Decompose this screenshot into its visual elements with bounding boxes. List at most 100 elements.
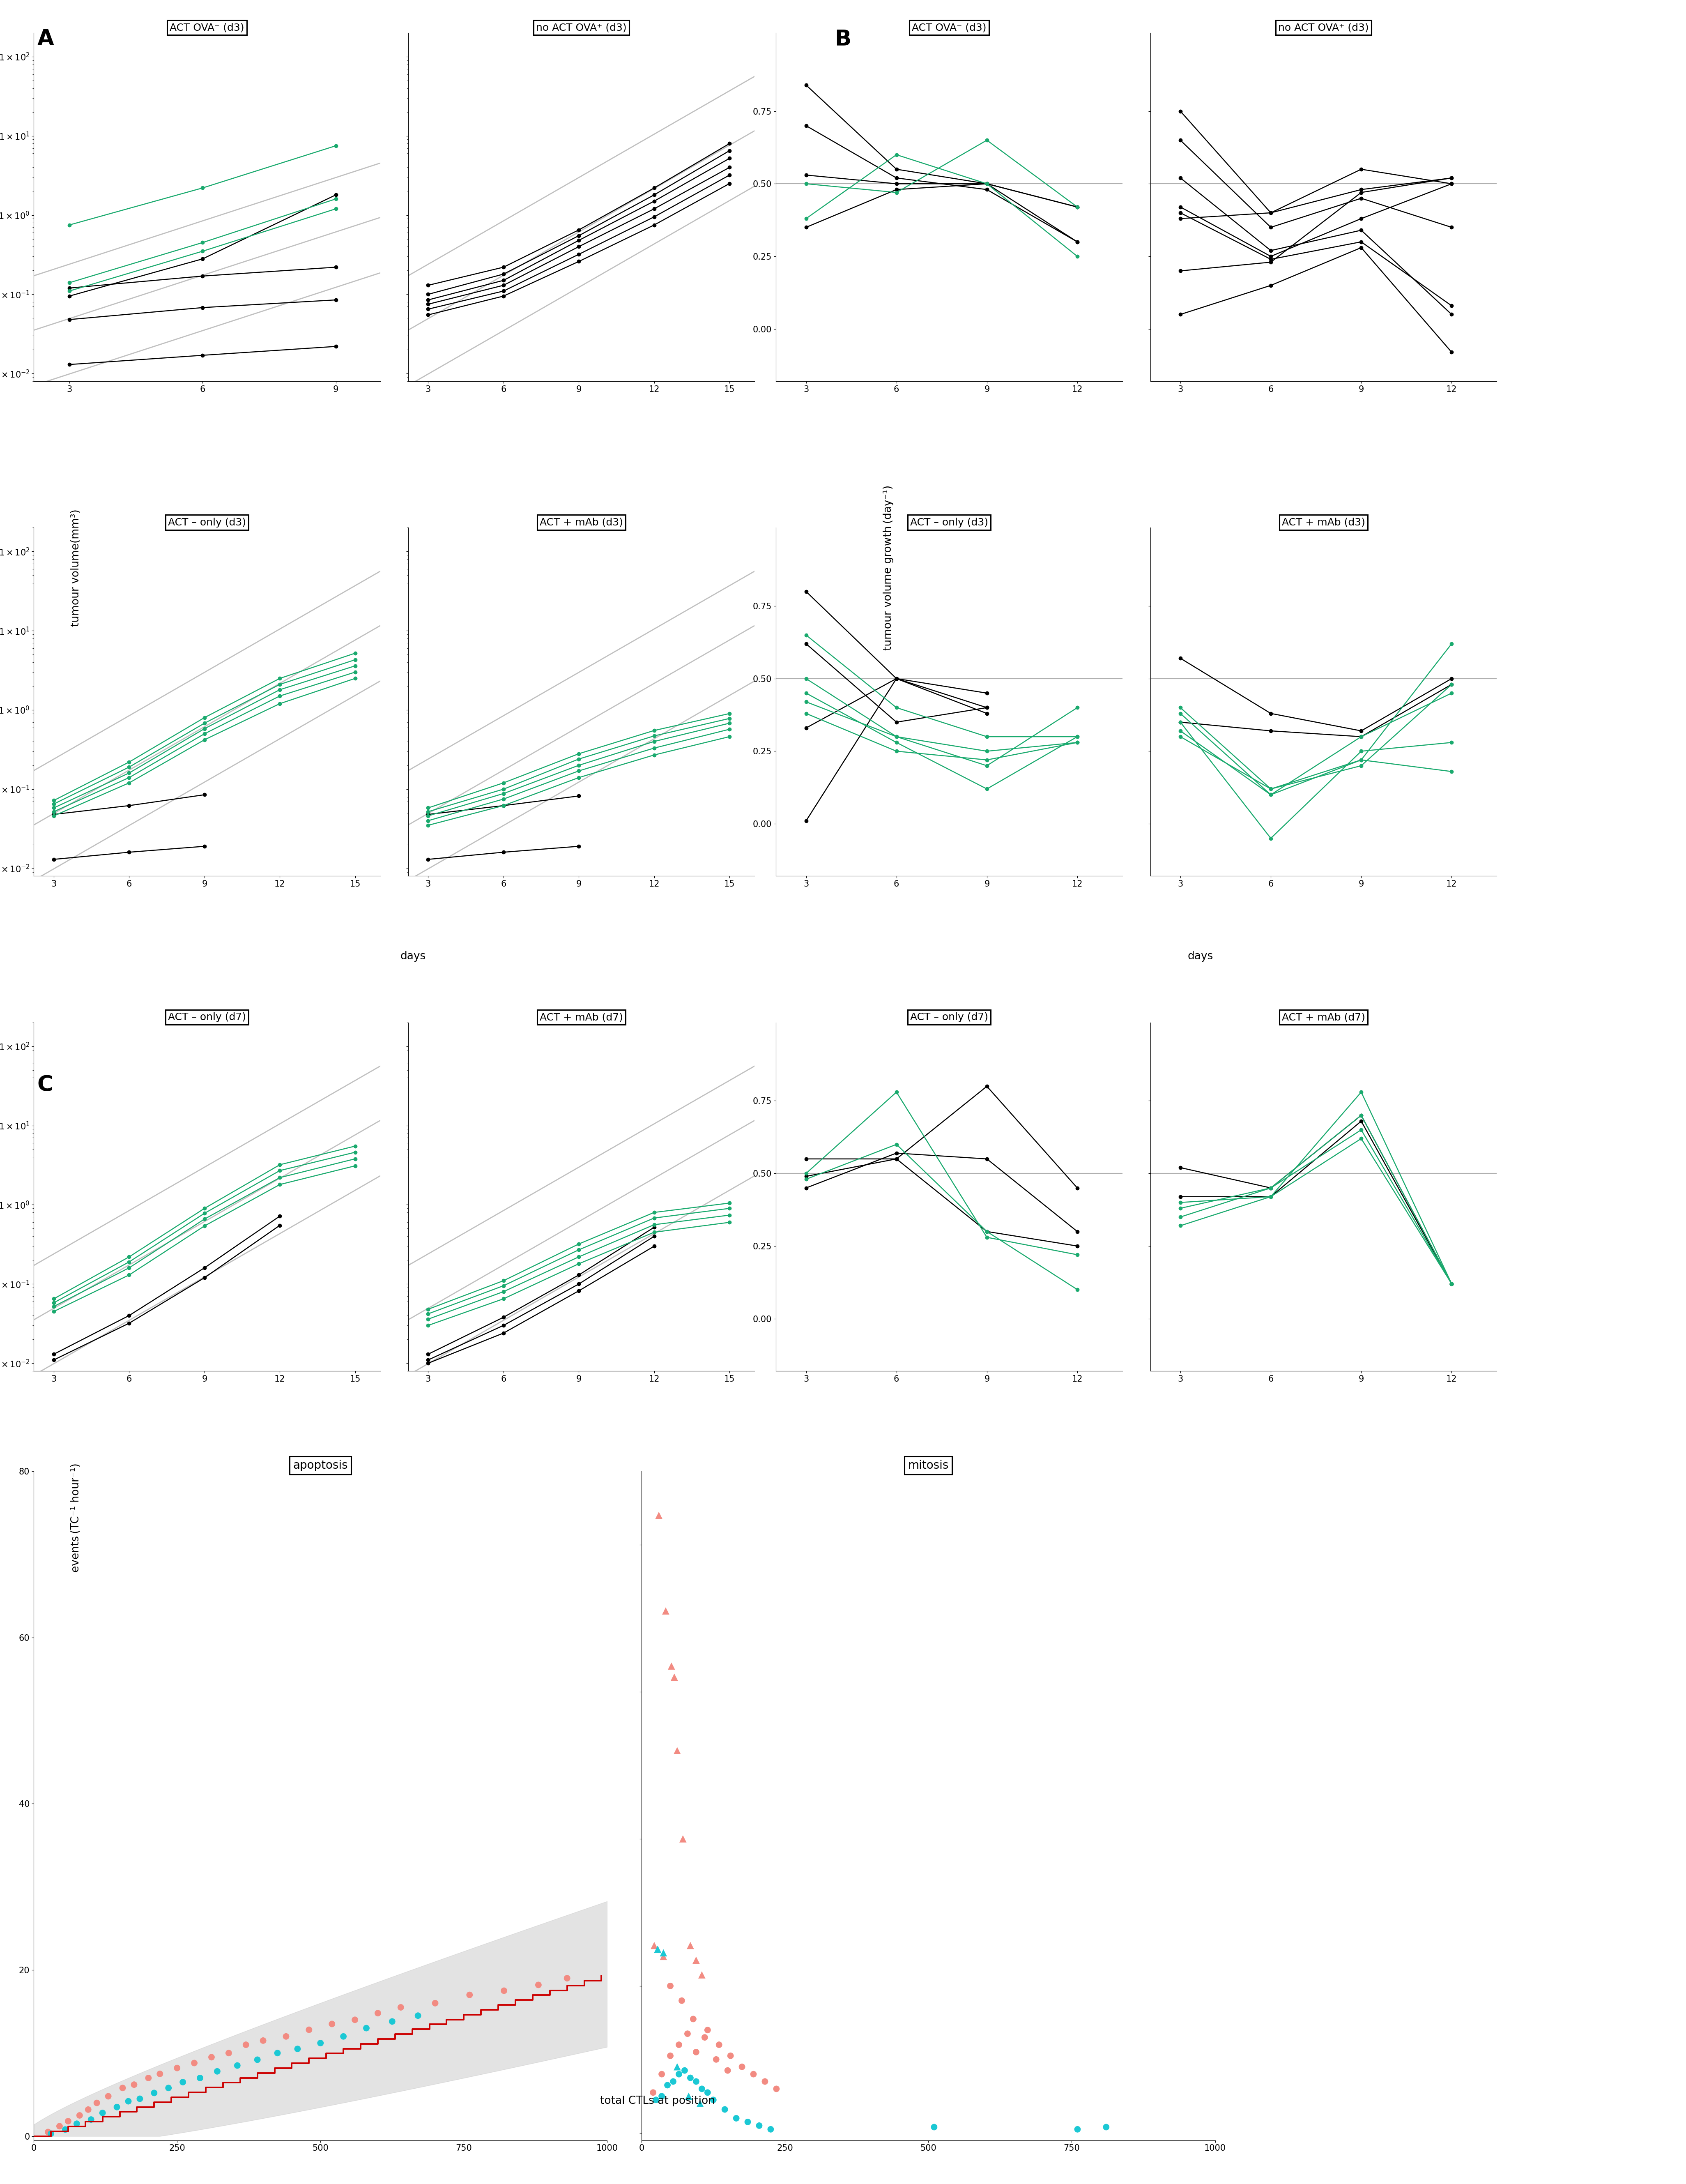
Legend: treatment
start, day 3, day 7,  , treatment, ACT-only, ACT+mAb,  , Poisson
expec: treatment start, day 3, day 7, , treatme… <box>1261 1489 1359 1658</box>
Point <box>700 2081 727 2116</box>
Legend: no ACT, ACT: no ACT, ACT <box>1516 555 1595 583</box>
Point <box>664 1734 691 1769</box>
Point <box>688 2070 715 2105</box>
Point <box>671 2053 698 2088</box>
Point <box>745 2108 772 2143</box>
Point <box>679 2001 706 2035</box>
Text: tumour volume(mm³): tumour volume(mm³) <box>71 509 81 627</box>
Point <box>703 2042 730 2077</box>
Text: B: B <box>835 28 851 50</box>
Point <box>491 1972 518 2007</box>
Point <box>319 2007 346 2042</box>
Point <box>647 2079 674 2114</box>
Point <box>364 1996 391 2031</box>
Point <box>723 2101 750 2136</box>
Point <box>639 2075 666 2110</box>
Title: ACT OVA⁻ (d3): ACT OVA⁻ (d3) <box>912 22 986 33</box>
Point <box>764 2070 791 2105</box>
Point <box>78 2101 105 2136</box>
Point <box>94 2079 121 2114</box>
Point <box>273 2018 300 2053</box>
Point <box>666 2057 693 2092</box>
Title: ACT – only (d3): ACT – only (d3) <box>910 518 988 526</box>
Text: total CTLs at position: total CTLs at position <box>600 2097 715 2105</box>
Point <box>683 1944 710 1979</box>
Point <box>46 2110 72 2145</box>
Point <box>103 2090 130 2125</box>
Point <box>216 2035 243 2070</box>
Point <box>688 1957 715 1992</box>
Point <box>307 2025 334 2060</box>
Point <box>115 2084 142 2118</box>
Point <box>652 1594 679 1629</box>
Title: ACT + mAb (d7): ACT + mAb (d7) <box>1281 1013 1366 1022</box>
Point <box>658 1968 685 2003</box>
Point <box>135 2060 162 2094</box>
Point <box>250 2022 277 2057</box>
Title: ACT – only (d7): ACT – only (d7) <box>169 1013 246 1022</box>
Point <box>641 1928 668 1963</box>
Point <box>1093 2110 1120 2145</box>
Point <box>422 1985 448 2020</box>
Point <box>169 2064 196 2099</box>
Point <box>733 2105 760 2140</box>
Point <box>686 2086 713 2121</box>
Point <box>752 2064 779 2099</box>
Point <box>674 2079 701 2114</box>
Point <box>921 2110 948 2145</box>
Point <box>676 1928 703 1963</box>
Point <box>715 2053 742 2088</box>
Point <box>265 2035 292 2070</box>
Point <box>244 2042 271 2077</box>
Point <box>644 1931 671 1966</box>
Point <box>197 2040 224 2075</box>
Point <box>283 2031 310 2066</box>
Point <box>711 2092 738 2127</box>
Point <box>691 2020 718 2055</box>
Text: events (TC⁻¹ hour⁻¹): events (TC⁻¹ hour⁻¹) <box>71 1463 81 1572</box>
Point <box>642 2081 669 2116</box>
Point <box>728 2049 755 2084</box>
Title: mitosis: mitosis <box>909 1459 949 1472</box>
Point <box>224 2049 251 2084</box>
Point <box>524 1968 551 2003</box>
Title: apoptosis: apoptosis <box>293 1459 347 1472</box>
Point <box>683 2035 710 2070</box>
Point <box>757 2112 784 2147</box>
Point <box>695 2014 722 2049</box>
Point <box>187 2060 214 2094</box>
Point <box>683 2064 710 2099</box>
Point <box>37 2116 64 2151</box>
Point <box>341 2003 368 2038</box>
Point <box>180 2046 207 2081</box>
Point <box>658 1649 685 1684</box>
Point <box>649 1935 676 1970</box>
Point <box>204 2053 231 2088</box>
Title: ACT OVA⁻ (d3): ACT OVA⁻ (d3) <box>170 22 244 33</box>
Point <box>658 2038 685 2073</box>
Point <box>379 2005 406 2040</box>
Title: ACT + mAb (d3): ACT + mAb (d3) <box>540 518 624 526</box>
Point <box>705 2027 732 2062</box>
Point <box>553 1961 580 1996</box>
Point <box>661 1660 688 1695</box>
Point <box>110 2070 137 2105</box>
Point <box>457 1977 484 2011</box>
Title: ACT + mAb (d7): ACT + mAb (d7) <box>540 1013 624 1022</box>
Point <box>140 2075 167 2110</box>
Text: C: C <box>37 1075 52 1096</box>
Point <box>352 2011 379 2046</box>
Point <box>233 2027 260 2062</box>
Title: no ACT OVA⁺ (d3): no ACT OVA⁺ (d3) <box>536 22 627 33</box>
Point <box>1064 2112 1091 2147</box>
Point <box>126 2081 153 2116</box>
Point <box>659 2064 686 2099</box>
Point <box>649 1939 676 1974</box>
Point <box>654 2068 681 2103</box>
Text: days: days <box>1187 952 1214 961</box>
Text: days: days <box>400 952 427 961</box>
Point <box>674 2016 701 2051</box>
Point <box>647 2057 674 2092</box>
Title: ACT – only (d3): ACT – only (d3) <box>169 518 246 526</box>
Point <box>89 2094 116 2129</box>
